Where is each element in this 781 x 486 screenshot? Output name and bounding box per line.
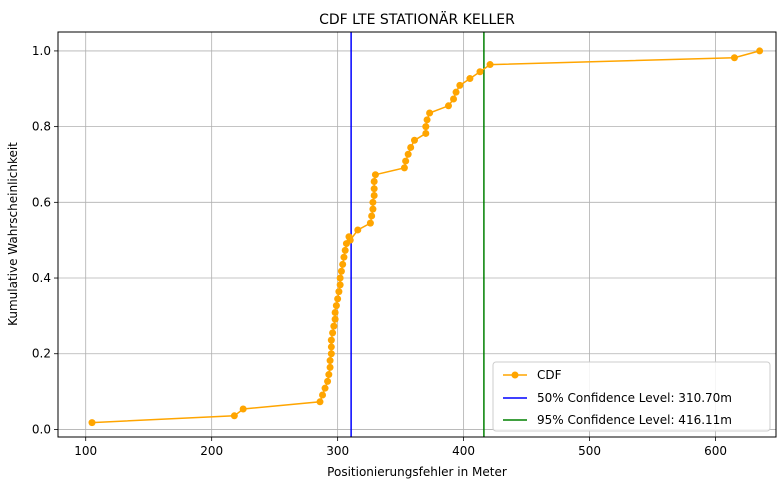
cdf-point bbox=[422, 123, 430, 131]
x-tick-label: 600 bbox=[704, 444, 727, 458]
y-tick-label: 0.8 bbox=[32, 120, 51, 134]
cdf-point bbox=[346, 236, 354, 244]
cdf-point bbox=[321, 384, 329, 392]
y-axis-label: Kumulative Wahrscheinlichkeit bbox=[6, 142, 20, 326]
cdf-point bbox=[466, 75, 474, 83]
cdf-point bbox=[371, 171, 379, 179]
cdf-point bbox=[239, 405, 247, 413]
cdf-point bbox=[407, 143, 415, 151]
cdf-point bbox=[410, 136, 418, 144]
cdf-point bbox=[404, 150, 412, 158]
cdf-point bbox=[354, 226, 362, 234]
cdf-point bbox=[402, 157, 410, 165]
cdf-point bbox=[444, 102, 452, 110]
cdf-point bbox=[324, 377, 332, 385]
cdf-point bbox=[456, 81, 464, 89]
cdf-point bbox=[336, 281, 344, 289]
cdf-point bbox=[334, 295, 342, 303]
x-tick-label: 200 bbox=[200, 444, 223, 458]
chart-title: CDF LTE STATIONÄR KELLER bbox=[319, 10, 515, 28]
cdf-point bbox=[426, 109, 434, 117]
cdf-point bbox=[368, 212, 376, 220]
cdf-point bbox=[370, 178, 378, 186]
cdf-point bbox=[331, 315, 339, 323]
cdf-point bbox=[369, 205, 377, 213]
cdf-point bbox=[756, 47, 764, 55]
cdf-point bbox=[88, 419, 96, 427]
x-axis-label: Positionierungsfehler in Meter bbox=[327, 465, 507, 479]
cdf-point bbox=[339, 260, 347, 268]
x-axis-ticks: 100 200 300 400 500 600 bbox=[74, 437, 727, 458]
y-tick-label: 0.6 bbox=[32, 195, 51, 209]
cdf-point bbox=[452, 88, 460, 96]
cdf-point bbox=[450, 95, 458, 103]
legend-cdf-label: CDF bbox=[537, 368, 562, 382]
cdf-point bbox=[423, 116, 431, 124]
cdf-point bbox=[337, 267, 345, 275]
cdf-point bbox=[486, 61, 494, 69]
legend-50-label: 50% Confidence Level: 310.70m bbox=[537, 391, 732, 405]
cdf-point bbox=[340, 253, 348, 261]
cdf-series bbox=[88, 47, 764, 427]
y-axis-ticks: 0.0 0.2 0.4 0.6 0.8 1.0 bbox=[32, 44, 58, 436]
cdf-point bbox=[476, 68, 484, 76]
legend-box bbox=[492, 361, 771, 432]
legend-cdf-marker bbox=[511, 371, 519, 379]
plot-frame bbox=[57, 31, 777, 438]
y-tick-label: 0.0 bbox=[32, 422, 51, 436]
cdf-point bbox=[366, 219, 374, 227]
x-tick-label: 300 bbox=[326, 444, 349, 458]
cdf-point bbox=[422, 129, 430, 137]
y-tick-label: 0.2 bbox=[32, 347, 51, 361]
cdf-point bbox=[316, 398, 324, 406]
legend-95-label: 95% Confidence Level: 416.11m bbox=[537, 413, 732, 427]
cdf-point bbox=[327, 336, 335, 344]
x-tick-label: 400 bbox=[452, 444, 475, 458]
cdf-point bbox=[327, 343, 335, 351]
cdf-point bbox=[326, 357, 334, 365]
cdf-point bbox=[331, 308, 339, 316]
cdf-point bbox=[400, 164, 408, 172]
cdf-point bbox=[369, 198, 377, 206]
y-tick-label: 1.0 bbox=[32, 44, 51, 58]
cdf-point bbox=[335, 288, 343, 296]
x-tick-label: 100 bbox=[74, 444, 97, 458]
cdf-point bbox=[341, 246, 349, 254]
cdf-point bbox=[370, 185, 378, 193]
cdf-point bbox=[327, 350, 335, 358]
cdf-point bbox=[370, 192, 378, 200]
cdf-point bbox=[730, 54, 738, 62]
cdf-point bbox=[330, 322, 338, 330]
cdf-point bbox=[319, 391, 327, 399]
cdf-point bbox=[329, 329, 337, 337]
legend: CDF 50% Confidence Level: 310.70m 95% Co… bbox=[492, 361, 771, 432]
cdf-point bbox=[332, 302, 340, 310]
y-tick-label: 0.4 bbox=[32, 271, 51, 285]
cdf-point bbox=[326, 363, 334, 371]
cdf-point bbox=[336, 274, 344, 282]
cdf-point bbox=[325, 371, 333, 379]
cdf-point bbox=[230, 412, 238, 420]
x-tick-label: 500 bbox=[578, 444, 601, 458]
